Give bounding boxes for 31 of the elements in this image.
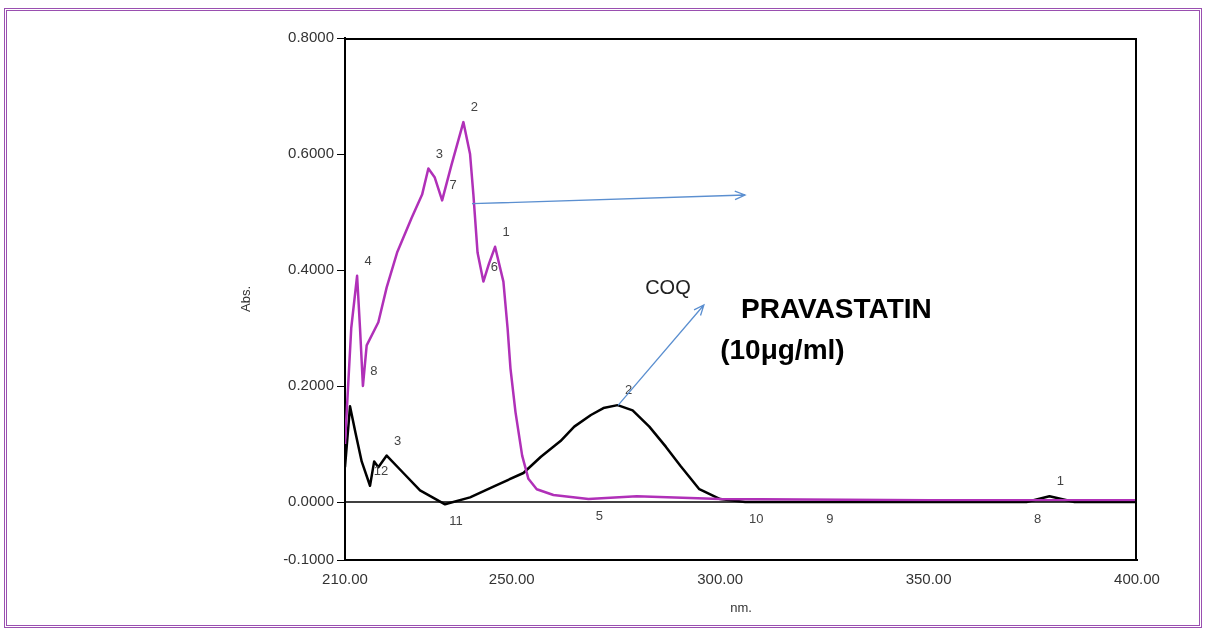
y-tick-label: 0.4000 [288,260,334,278]
annotation: 3 [435,145,443,161]
y-tick-label: 0.2000 [288,376,334,394]
y-tick-label: 0.0000 [288,492,334,510]
annotation: 7 [449,177,457,193]
annotation: 6 [490,258,499,274]
annotation: 12 [373,462,389,478]
x-tick-label: 350.00 [905,570,952,588]
x-axis-title: nm. [730,599,752,615]
x-tick-label: 250.00 [488,570,535,588]
annotation: 10 [748,511,764,527]
y-tick-label: 0.8000 [288,28,334,46]
annotation: 8 [370,363,378,379]
annotation: PRAVASTATIN [741,293,932,326]
annotation: 5 [595,508,604,524]
annotation: 4 [364,252,372,268]
y-tick-label: -0.1000 [283,550,334,568]
x-tick-label: 210.00 [322,570,368,588]
annotation: COQ [645,275,691,299]
annotation: (10μg/ml) [720,333,845,366]
x-tick-label: 400.00 [1114,570,1160,588]
annotation: 1 [1056,473,1065,489]
x-tick-label: 300.00 [697,570,744,588]
annotation: 9 [826,511,834,527]
annotation: 8 [1033,511,1042,527]
annotation: 3 [394,432,402,448]
annotation: 1 [502,223,510,239]
y-axis-title: Abs. [238,285,254,313]
annotation: 11 [449,513,463,529]
annotation: 2 [470,99,478,115]
y-tick-label: 0.6000 [288,144,334,162]
